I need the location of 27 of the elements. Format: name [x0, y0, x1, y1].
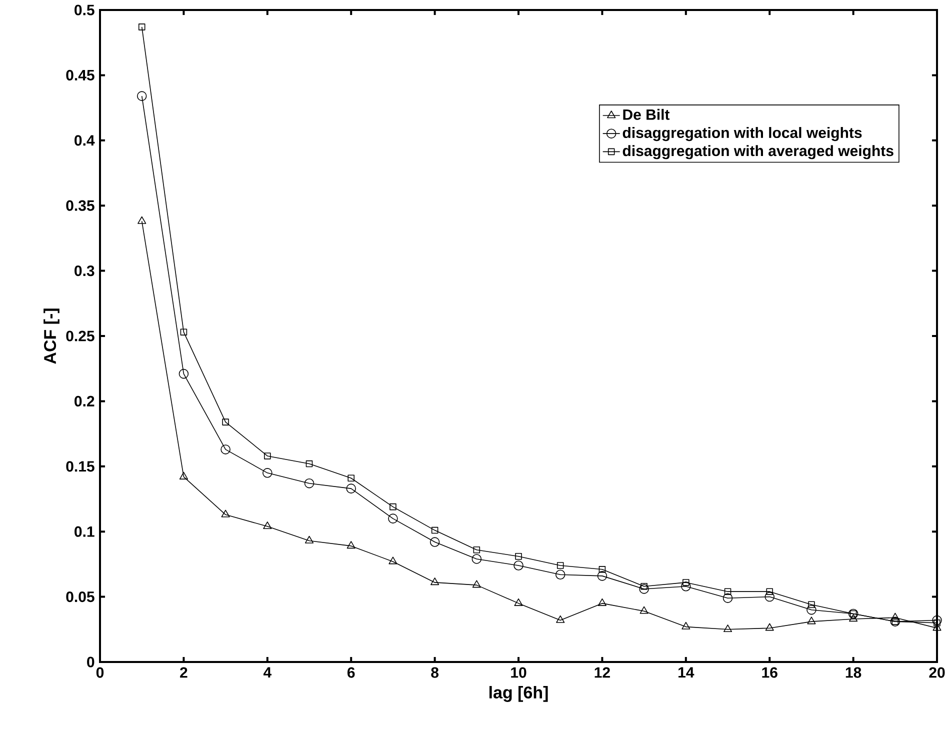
y-axis-title: ACF [-] [44, 308, 60, 364]
y-tick-label: 0.1 [74, 526, 94, 537]
y-tick-label: 0.15 [66, 461, 94, 472]
y-tick-label: 0 [87, 656, 94, 668]
y-tick-label: 0.25 [66, 330, 94, 342]
x-tick-label: 0 [96, 667, 104, 678]
y-tick-label: 0.05 [66, 591, 94, 602]
x-tick-label: 6 [347, 667, 355, 678]
y-tick-label: 0.35 [66, 200, 94, 211]
y-tick-label: 0.4 [74, 135, 95, 146]
x-tick-label: 2 [180, 667, 188, 678]
y-tick-label: 0.5 [74, 4, 94, 16]
y-tick-label: 0.45 [66, 70, 94, 80]
x-tick-label: 8 [431, 667, 439, 678]
y-tick-label: 0.2 [74, 396, 94, 407]
legend-label: disaggregation with averaged weights [622, 145, 894, 160]
legend-label: disaggregation with local weights [622, 127, 862, 142]
x-tick-label: 14 [678, 667, 694, 678]
x-axis-title: lag [6h] [489, 686, 548, 702]
y-tick-label: 0.3 [74, 265, 94, 276]
x-tick-label: 18 [846, 667, 862, 678]
x-tick-label: 16 [762, 667, 778, 678]
legend-label: De Bilt [623, 108, 670, 120]
x-tick-label: 4 [263, 667, 272, 678]
x-tick-label: 10 [511, 667, 526, 678]
x-tick-label: 12 [594, 667, 610, 678]
x-tick-label: 20 [929, 667, 945, 678]
